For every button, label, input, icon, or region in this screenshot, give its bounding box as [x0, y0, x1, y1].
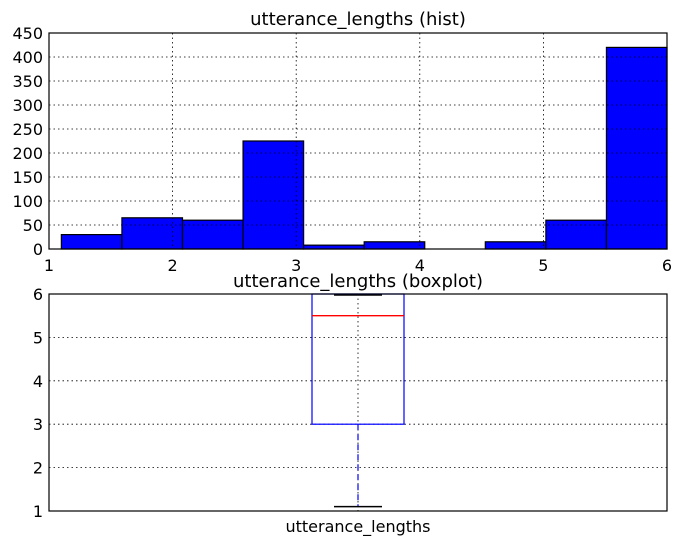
hist-x-tick-label: 3 [291, 256, 301, 275]
histogram-bar [242, 140, 305, 250]
box-x-tick-label: utterance_lengths [285, 517, 430, 537]
box-y-tick-label: 4 [33, 372, 43, 391]
hist-y-tick-label: 150 [12, 168, 43, 187]
box-y-tick-label: 3 [33, 415, 43, 434]
hist-y-tick-label: 250 [12, 120, 43, 139]
hist-y-tick-label: 300 [12, 96, 43, 115]
box-title: utterance_lengths (boxplot) [233, 271, 483, 292]
box-y-tick-label: 1 [33, 502, 43, 521]
histogram-bar [121, 217, 184, 250]
histogram-bar [545, 219, 608, 250]
box-y-tick-label: 6 [33, 285, 43, 304]
box-iqr [311, 293, 405, 425]
hist-y-tick-label: 450 [12, 24, 43, 43]
histogram-bar [60, 234, 123, 250]
hist-y-tick-label: 400 [12, 48, 43, 67]
hist-x-tick-label: 4 [415, 256, 425, 275]
hist-y-tick-label: 200 [12, 144, 43, 163]
hist-y-tick-label: 50 [23, 216, 43, 235]
hist-x-tick-label: 1 [44, 256, 54, 275]
box-plot-frame [48, 293, 668, 512]
histogram-bar [363, 241, 426, 250]
hist-x-tick-label: 5 [538, 256, 548, 275]
box-y-tick-label: 2 [33, 459, 43, 478]
hist-y-tick-label: 0 [33, 240, 43, 259]
hist-y-tick-label: 350 [12, 72, 43, 91]
hist-x-tick-label: 6 [662, 256, 672, 275]
histogram-bar [484, 241, 547, 250]
hist-plot-frame [48, 32, 668, 250]
histogram-bar [181, 219, 244, 250]
histogram-bar [605, 46, 668, 250]
hist-x-tick-label: 2 [168, 256, 178, 275]
hist-title: utterance_lengths (hist) [250, 9, 466, 30]
box-y-tick-label: 5 [33, 328, 43, 347]
hist-y-tick-label: 100 [12, 192, 43, 211]
